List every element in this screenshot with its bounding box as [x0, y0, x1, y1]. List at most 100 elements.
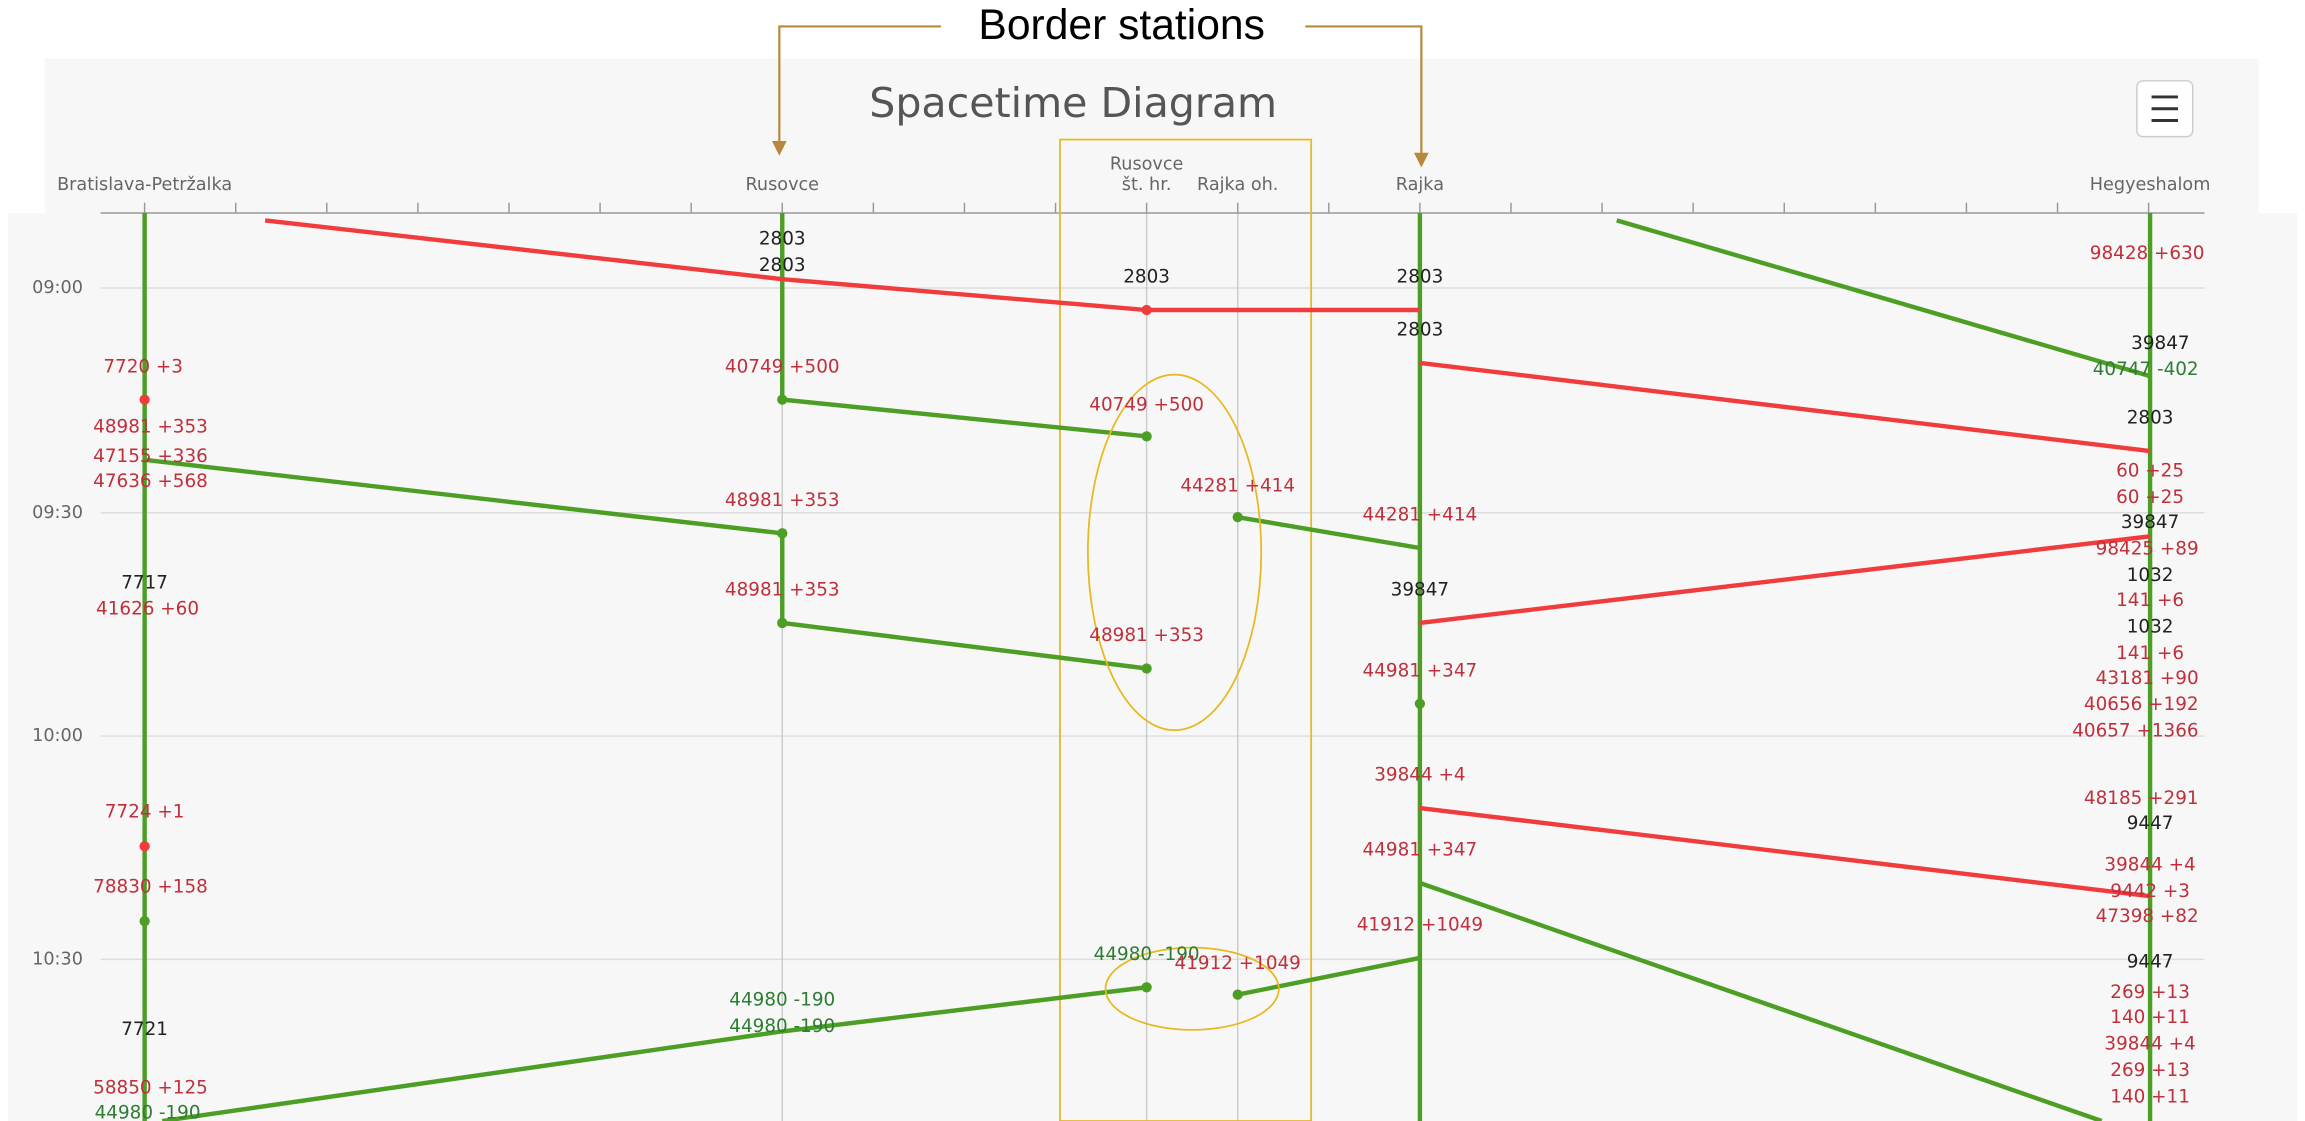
train-label: 9447 [2127, 813, 2174, 834]
time-label: 10:00 [32, 726, 83, 746]
train-label: 40747 -402 [2093, 359, 2199, 380]
train-label: 78830 +158 [93, 876, 208, 897]
train-label: 269 +13 [2110, 982, 2190, 1003]
time-label: 09:30 [32, 503, 83, 523]
train-path [1419, 534, 2151, 626]
train-label: 39844 +4 [2104, 1034, 2195, 1055]
stop [1141, 982, 1152, 993]
stop [1141, 304, 1152, 316]
stop [139, 394, 150, 405]
train-label: 2803 [1123, 267, 1170, 288]
train-label: 44981 +347 [1363, 840, 1478, 861]
train-labels: 7720 +3 48981 +353 47155 +336 47636 +568 771… [93, 228, 2204, 1121]
stop [1232, 989, 1243, 1000]
time-label: 10:30 [32, 949, 83, 969]
train-label: 141 +6 [2116, 643, 2184, 664]
train-path [1419, 360, 2151, 454]
train-path [1419, 880, 2103, 1121]
train-path [1419, 805, 2151, 899]
header-panel [44, 58, 2259, 214]
train-label: 44980 -190 [95, 1103, 201, 1121]
train-path [1237, 955, 1421, 997]
annotation-arrow [778, 25, 941, 144]
train-label: 9442 +3 [2110, 881, 2190, 902]
train-path [1237, 514, 1421, 551]
stop [139, 841, 150, 852]
train-label: 1032 [2127, 565, 2174, 586]
highlight-ellipse [1086, 373, 1263, 732]
train-label: 44980 -190 [1094, 944, 1200, 965]
train-label: 40656 +192 [2084, 694, 2199, 715]
train-label: 44281 +414 [1363, 505, 1478, 526]
train-label: 60 +25 [2116, 461, 2184, 482]
train-label: 141 +6 [2116, 590, 2184, 611]
menu-icon [2151, 95, 2179, 122]
train-label: 40749 +500 [1089, 394, 1204, 415]
train-path [1616, 218, 2151, 379]
train-label: 40657 +1366 [2072, 721, 2198, 742]
train-label: 7717 [121, 572, 168, 593]
train-label: 58850 +125 [93, 1078, 208, 1099]
border-highlight [1059, 138, 1313, 1121]
train-label: 98428 +630 [2090, 243, 2205, 264]
time-label: 09:00 [32, 278, 83, 298]
train-label: 41912 +1049 [1357, 915, 1483, 936]
train-label: 41912 +1049 [1175, 953, 1301, 974]
stop [777, 528, 788, 539]
train-label: 39847 [2121, 512, 2179, 533]
train-label: 39844 +4 [1374, 765, 1465, 786]
train-label: 2803 [759, 255, 806, 276]
train-label: 2803 [2127, 408, 2174, 429]
train-label: 269 +13 [2110, 1060, 2190, 1081]
train-path [144, 457, 1147, 671]
stop [777, 617, 788, 629]
train-label: 44980 -190 [729, 990, 835, 1011]
train-label: 48981 +353 [93, 417, 208, 438]
station-label: Bratislava-Petržalka [57, 175, 232, 195]
station-label: Rajka [1396, 175, 1444, 195]
annotation: Border stations [978, 1, 1264, 49]
stop [139, 916, 150, 927]
train-label: 140 +11 [2110, 1086, 2190, 1107]
axis-ticks [143, 202, 2150, 214]
stop [1141, 431, 1152, 442]
train-label: 2803 [1397, 267, 1444, 288]
train-label: 47636 +568 [93, 471, 208, 492]
arrow-head [771, 141, 787, 156]
train-label: 7721 [121, 1019, 168, 1040]
train-label: 48981 +353 [1089, 625, 1204, 646]
arrow-head [1414, 152, 1429, 168]
train-label: 9447 [2127, 951, 2174, 972]
train-label: 41626 +60 [96, 599, 199, 620]
plot-area [7, 213, 2298, 1121]
title: Spacetime Diagram [869, 79, 1277, 127]
train-label: 98425 +89 [2096, 538, 2199, 559]
train-label: 44980 -190 [729, 1016, 835, 1037]
train-label: 39847 [2131, 333, 2189, 354]
train-label: 48981 +353 [725, 490, 840, 511]
highlight-ellipse [1104, 946, 1280, 1031]
train-paths [142, 213, 2153, 1121]
station-label: Rusovce [745, 175, 819, 195]
stop [777, 394, 788, 405]
train-label: 47398 +82 [2096, 906, 2199, 927]
train-label: 39847 [1391, 580, 1449, 601]
train-label: 48185 +291 [2084, 788, 2199, 809]
train-path [264, 218, 1420, 313]
train-label: 2803 [759, 228, 806, 249]
train-label: 39844 +4 [2104, 854, 2195, 875]
station-label: Rajka oh. [1197, 175, 1278, 195]
train-path [161, 985, 1147, 1121]
train-label: 1032 [2127, 616, 2174, 637]
train-label: 44981 +347 [1363, 660, 1478, 681]
annotation-arrow [1305, 25, 1423, 156]
train-label: 7724 +1 [105, 801, 185, 822]
stop [1141, 663, 1152, 674]
train-label: 44281 +414 [1180, 475, 1295, 496]
train-label: 40749 +500 [725, 356, 840, 377]
stop [1232, 512, 1243, 523]
train-label: 60 +25 [2116, 487, 2184, 508]
stop [1414, 698, 1426, 709]
